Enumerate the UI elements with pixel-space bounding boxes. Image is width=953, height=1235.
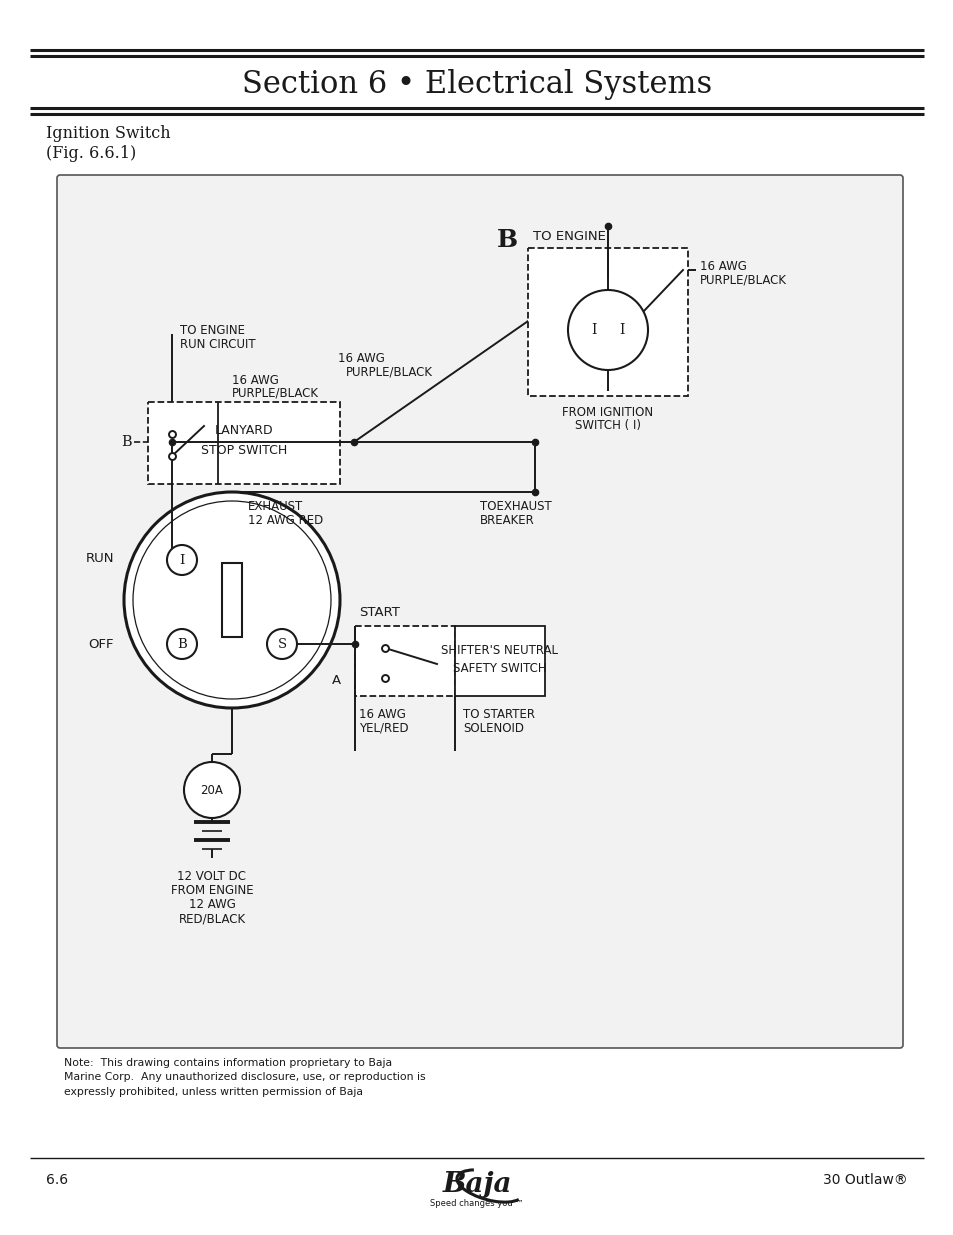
Text: PURPLE/BLACK: PURPLE/BLACK [700, 273, 786, 287]
Text: 20A: 20A [200, 783, 223, 797]
Text: Speed changes you ™: Speed changes you ™ [430, 1199, 523, 1209]
Circle shape [167, 545, 196, 576]
Text: START: START [358, 605, 399, 619]
Circle shape [167, 629, 196, 659]
Text: I: I [179, 553, 185, 567]
Text: STOP SWITCH: STOP SWITCH [201, 443, 287, 457]
Bar [222, 563, 242, 637]
Text: OFF: OFF [89, 637, 113, 651]
Text: BREAKER: BREAKER [479, 514, 535, 526]
Text: RED/BLACK: RED/BLACK [178, 913, 245, 925]
Text: TOEXHAUST: TOEXHAUST [479, 499, 551, 513]
Circle shape [124, 492, 339, 708]
Text: TO STARTER: TO STARTER [462, 708, 535, 720]
Text: 12 AWG: 12 AWG [189, 899, 235, 911]
Text: YEL/RED: YEL/RED [358, 721, 408, 735]
Text: (Fig. 6.6.1): (Fig. 6.6.1) [46, 144, 136, 162]
Circle shape [267, 629, 296, 659]
Text: B: B [497, 228, 517, 252]
Text: 30 Outlaw®: 30 Outlaw® [822, 1173, 907, 1187]
Circle shape [567, 290, 647, 370]
Text: 12 AWG RED: 12 AWG RED [248, 514, 323, 526]
Text: TO ENGINE: TO ENGINE [533, 230, 605, 242]
Text: EXHAUST: EXHAUST [248, 499, 303, 513]
Text: PURPLE/BLACK: PURPLE/BLACK [232, 387, 318, 399]
Text: 6.6: 6.6 [46, 1173, 68, 1187]
Text: SAFETY SWITCH: SAFETY SWITCH [453, 662, 546, 674]
Text: FROM ENGINE: FROM ENGINE [171, 883, 253, 897]
Text: Ignition Switch: Ignition Switch [46, 125, 171, 142]
Text: Section 6 • Electrical Systems: Section 6 • Electrical Systems [242, 68, 711, 100]
Text: RUN CIRCUIT: RUN CIRCUIT [180, 337, 255, 351]
Text: SOLENOID: SOLENOID [462, 721, 523, 735]
FancyBboxPatch shape [57, 175, 902, 1049]
Text: SHIFTER'S NEUTRAL: SHIFTER'S NEUTRAL [441, 643, 558, 657]
Text: TO ENGINE: TO ENGINE [180, 324, 245, 336]
Text: 16 AWG: 16 AWG [337, 352, 384, 364]
Text: LANYARD: LANYARD [214, 424, 273, 436]
Text: A: A [332, 673, 340, 687]
Text: B: B [121, 435, 132, 450]
Bar [455, 626, 544, 697]
Text: Note:  This drawing contains information proprietary to Baja
Marine Corp.  Any u: Note: This drawing contains information … [64, 1058, 425, 1097]
Text: FROM IGNITION: FROM IGNITION [562, 405, 653, 419]
Text: 16 AWG: 16 AWG [232, 373, 278, 387]
Text: B: B [177, 637, 187, 651]
Text: I: I [591, 324, 596, 337]
Text: PURPLE/BLACK: PURPLE/BLACK [346, 366, 433, 378]
Text: RUN: RUN [86, 552, 113, 564]
Bar [148, 403, 339, 484]
Circle shape [184, 762, 240, 818]
Bar [527, 248, 687, 396]
Bar [355, 626, 455, 697]
Text: S: S [277, 637, 286, 651]
Text: Baja: Baja [442, 1172, 511, 1198]
Text: 12 VOLT DC: 12 VOLT DC [177, 869, 246, 883]
Text: I: I [618, 324, 624, 337]
Text: 16 AWG: 16 AWG [358, 708, 405, 720]
Text: 16 AWG: 16 AWG [700, 259, 746, 273]
Text: SWITCH ( I): SWITCH ( I) [575, 420, 640, 432]
